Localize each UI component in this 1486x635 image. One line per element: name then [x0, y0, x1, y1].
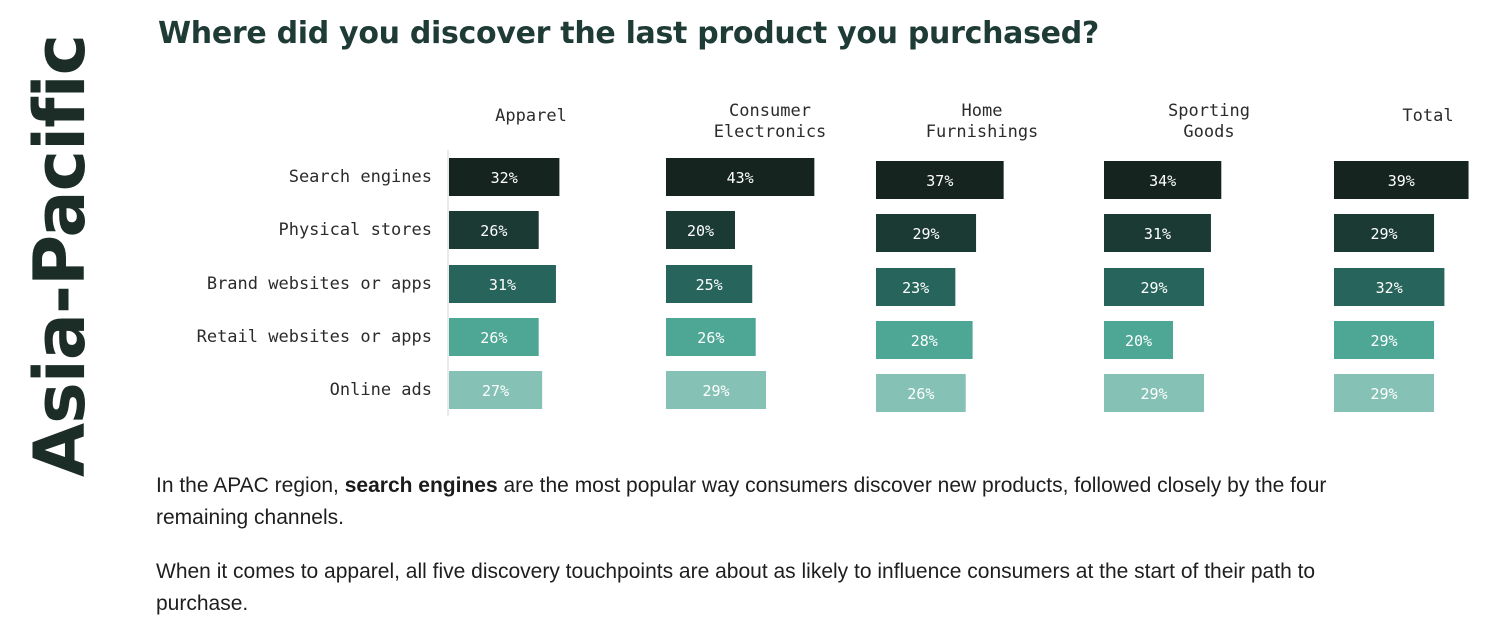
discovery-bar-chart: Search engines Physical stores Brand websi… [197, 101, 1469, 416]
bar-consumer-electronics-search-engines [666, 158, 815, 196]
category-label-online-ads: Online ads [330, 380, 432, 400]
summary-paragraph-1-rest: are the most popular way consumers disco… [156, 474, 1327, 529]
bar-label-sporting-goods-physical-stores: 31% [1144, 225, 1171, 243]
summary-paragraph-1: In the APAC region, search engines are t… [156, 470, 1406, 534]
bar-home-furnishings-online-ads [876, 374, 966, 412]
panel-header-consumer-electronics: Consumer Electronics [714, 101, 827, 142]
bar-label-consumer-electronics-online-ads: 29% [702, 382, 729, 400]
bar-label-sporting-goods-brand-websites-or-apps: 29% [1140, 279, 1167, 297]
bar-label-consumer-electronics-retail-websites-or-apps: 26% [697, 329, 724, 347]
bar-home-furnishings-retail-websites-or-apps [876, 321, 973, 359]
summary-paragraph-1-lead: In the APAC region, [156, 474, 345, 497]
bar-label-apparel-online-ads: 27% [482, 382, 509, 400]
bar-label-home-furnishings-search-engines: 37% [926, 172, 953, 190]
bar-label-apparel-search-engines: 32% [491, 169, 518, 187]
bar-label-total-retail-websites-or-apps: 29% [1370, 332, 1397, 350]
bar-apparel-retail-websites-or-apps [449, 318, 539, 356]
bar-label-consumer-electronics-physical-stores: 20% [687, 222, 714, 240]
bar-label-apparel-brand-websites-or-apps: 31% [489, 276, 516, 294]
bar-sporting-goods-online-ads [1104, 374, 1205, 412]
chart-headline: Where did you discover the last product … [158, 16, 1099, 51]
bar-label-apparel-retail-websites-or-apps: 26% [480, 329, 507, 347]
bar-total-search-engines [1334, 161, 1469, 199]
bar-home-furnishings-physical-stores [876, 214, 977, 252]
bar-home-furnishings-brand-websites-or-apps [876, 268, 956, 306]
bar-label-total-brand-websites-or-apps: 32% [1376, 279, 1403, 297]
bar-sporting-goods-physical-stores [1104, 214, 1211, 252]
bar-sporting-goods-search-engines [1104, 161, 1222, 199]
bar-consumer-electronics-physical-stores [666, 211, 735, 249]
bar-apparel-search-engines [449, 158, 560, 196]
bar-label-consumer-electronics-search-engines: 43% [727, 169, 754, 187]
bar-label-sporting-goods-search-engines: 34% [1149, 172, 1176, 190]
bar-label-consumer-electronics-brand-websites-or-apps: 25% [696, 276, 723, 294]
bar-apparel-online-ads [449, 371, 543, 409]
bar-sporting-goods-brand-websites-or-apps [1104, 268, 1205, 306]
bar-apparel-brand-websites-or-apps [449, 265, 556, 303]
summary-emphasis: search engines [344, 474, 498, 497]
bar-total-retail-websites-or-apps [1334, 321, 1435, 359]
bar-total-physical-stores [1334, 214, 1435, 252]
bar-label-home-furnishings-brand-websites-or-apps: 23% [902, 279, 929, 297]
category-label-physical-stores: Physical stores [278, 220, 432, 240]
bar-total-brand-websites-or-apps [1334, 268, 1445, 306]
category-label-brand-websites-or-apps: Brand websites or apps [207, 274, 432, 294]
bar-label-home-furnishings-physical-stores: 29% [912, 225, 939, 243]
bar-apparel-physical-stores [449, 211, 539, 249]
panel-header-apparel: Apparel [495, 106, 567, 126]
bar-total-online-ads [1334, 374, 1435, 412]
bar-label-apparel-physical-stores: 26% [480, 222, 507, 240]
panel-header-home-furnishings: Home Furnishings [926, 101, 1039, 142]
panel-header-total: Total [1402, 106, 1453, 126]
bar-sporting-goods-retail-websites-or-apps [1104, 321, 1173, 359]
bar-home-furnishings-search-engines [876, 161, 1004, 199]
summary-paragraph-2: When it comes to apparel, all five disco… [156, 560, 1316, 615]
bar-label-total-search-engines: 39% [1388, 172, 1415, 190]
bar-consumer-electronics-retail-websites-or-apps [666, 318, 756, 356]
category-label-search-engines: Search engines [289, 167, 432, 187]
chart-layer: Search engines Physical stores Brand websi… [197, 101, 1469, 416]
bar-label-home-furnishings-online-ads: 26% [907, 385, 934, 403]
bar-label-home-furnishings-retail-websites-or-apps: 28% [911, 332, 938, 350]
category-label-retail-websites-or-apps: Retail websites or apps [197, 327, 432, 347]
bar-label-total-physical-stores: 29% [1370, 225, 1397, 243]
bar-consumer-electronics-online-ads [666, 371, 767, 409]
bar-label-sporting-goods-online-ads: 29% [1140, 385, 1167, 403]
bar-label-sporting-goods-retail-websites-or-apps: 20% [1125, 332, 1152, 350]
panel-header-sporting-goods: Sporting Goods [1168, 101, 1250, 142]
bar-label-total-online-ads: 29% [1370, 385, 1397, 403]
bar-consumer-electronics-brand-websites-or-apps [666, 265, 753, 303]
